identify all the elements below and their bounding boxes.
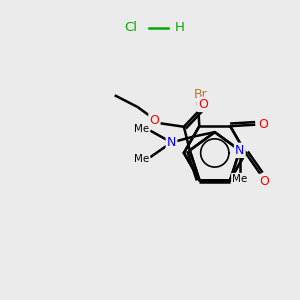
Text: Me: Me — [232, 174, 248, 184]
Text: Cl: Cl — [124, 21, 137, 34]
Text: H: H — [175, 21, 184, 34]
Text: Me: Me — [134, 154, 149, 164]
Text: O: O — [149, 114, 159, 128]
Text: Me: Me — [134, 124, 149, 134]
Text: O: O — [259, 175, 269, 188]
Text: O: O — [259, 118, 269, 131]
Text: N: N — [167, 136, 176, 149]
Text: N: N — [235, 144, 244, 157]
Text: Br: Br — [193, 88, 207, 101]
Text: O: O — [198, 98, 208, 111]
